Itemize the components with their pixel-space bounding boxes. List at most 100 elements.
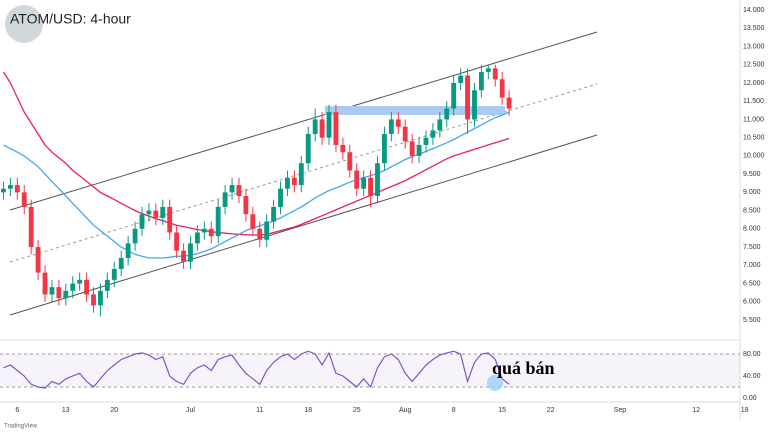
candle-body bbox=[35, 247, 41, 273]
y-tick-label: 10.500 bbox=[743, 134, 765, 141]
candle-body bbox=[49, 287, 55, 295]
candle-body bbox=[56, 287, 62, 299]
candle-body bbox=[70, 283, 76, 291]
candle-body bbox=[430, 130, 436, 138]
candle-body bbox=[340, 144, 346, 153]
candle-body bbox=[264, 221, 270, 240]
candle-body bbox=[361, 177, 367, 189]
candle-body bbox=[472, 90, 477, 120]
candle-body bbox=[257, 228, 263, 240]
candle-body bbox=[333, 112, 339, 145]
candle-body bbox=[347, 152, 353, 171]
candle-body bbox=[402, 126, 408, 142]
rsi-panel: 0.00 40.00 80.00 bbox=[0, 350, 761, 402]
x-tick-label: Aug bbox=[399, 407, 412, 414]
candle-body bbox=[388, 119, 394, 134]
candle-body bbox=[98, 290, 103, 306]
candle-body bbox=[28, 206, 34, 248]
x-tick-label: 13 bbox=[62, 407, 70, 414]
candle-body bbox=[485, 68, 491, 72]
candle-body bbox=[478, 72, 484, 91]
x-tick-label: 22 bbox=[547, 407, 555, 414]
candle-body bbox=[395, 119, 401, 127]
annotation: quá bán bbox=[492, 358, 555, 378]
y-tick-label: 7.000 bbox=[743, 262, 761, 269]
candle-body bbox=[312, 119, 318, 134]
rsi-line bbox=[3, 350, 510, 389]
x-tick-label: 6 bbox=[15, 407, 19, 414]
candle-body bbox=[285, 177, 290, 189]
candle-body bbox=[77, 279, 83, 284]
candle-body bbox=[229, 185, 235, 193]
logo bbox=[5, 5, 43, 43]
y-tick-label: 6.000 bbox=[743, 299, 761, 306]
candle-body bbox=[201, 228, 207, 233]
candle-body bbox=[250, 214, 256, 229]
moving-average bbox=[3, 111, 510, 259]
candle-body bbox=[174, 232, 180, 251]
candle-body bbox=[368, 177, 373, 196]
y-tick-label: 13.500 bbox=[743, 25, 765, 32]
candle-body bbox=[146, 210, 152, 215]
resistance-zone bbox=[325, 106, 505, 115]
chart-title: ATOM/USD: 4-hour bbox=[10, 11, 131, 27]
candle-body bbox=[153, 210, 159, 218]
candle-body bbox=[160, 206, 166, 218]
candle-body bbox=[375, 163, 380, 196]
candle-body bbox=[499, 79, 505, 98]
x-tick-label: 20 bbox=[110, 407, 118, 414]
candle-body bbox=[451, 82, 457, 109]
candle-body bbox=[444, 108, 450, 120]
candle-body bbox=[409, 141, 415, 156]
candle-body bbox=[492, 68, 498, 80]
y-tick-label: 14.000 bbox=[743, 7, 765, 14]
candle-body bbox=[382, 134, 387, 164]
x-tick-label: Jul bbox=[186, 407, 195, 414]
candle-body bbox=[181, 250, 186, 262]
candle-body bbox=[354, 170, 360, 189]
candle-body bbox=[243, 196, 249, 215]
candle-body bbox=[208, 228, 214, 237]
candle-body bbox=[167, 206, 173, 233]
candle-body bbox=[132, 228, 138, 244]
candle-body bbox=[465, 75, 470, 120]
candle-body bbox=[458, 75, 464, 83]
x-tick-label: 8 bbox=[452, 407, 456, 414]
oversold-highlight bbox=[487, 375, 503, 391]
y-tick-label: 5.500 bbox=[743, 317, 761, 324]
candle-body bbox=[14, 185, 20, 193]
candle-body bbox=[506, 97, 512, 109]
y-tick-label: 80.00 bbox=[743, 351, 761, 358]
candle-body bbox=[423, 137, 429, 145]
candle-body bbox=[84, 279, 90, 295]
candle-body bbox=[104, 279, 110, 291]
y-tick-label: 12.000 bbox=[743, 80, 765, 87]
candle-body bbox=[194, 232, 200, 244]
brand: TradingView bbox=[4, 424, 38, 430]
candle-body bbox=[298, 163, 304, 186]
candle-body bbox=[326, 112, 332, 138]
candle-body bbox=[63, 290, 69, 299]
y-tick-label: 12.500 bbox=[743, 62, 765, 69]
candle-body bbox=[222, 192, 228, 207]
candle-body bbox=[139, 214, 145, 229]
candle-body bbox=[416, 144, 422, 156]
y-tick-label: 7.500 bbox=[743, 244, 761, 251]
x-tick-label: 12 bbox=[692, 407, 700, 414]
candle-body bbox=[42, 272, 48, 295]
y-tick-label: 9.500 bbox=[743, 171, 761, 178]
candle-body bbox=[215, 206, 221, 237]
candle-body bbox=[1, 188, 6, 193]
x-tick-label: 18 bbox=[304, 407, 312, 414]
x-tick-label: Sep bbox=[614, 407, 627, 414]
x-tick-label: 15 bbox=[498, 407, 506, 414]
candle-body bbox=[236, 185, 242, 196]
y-tick-label: 40.00 bbox=[743, 373, 761, 380]
candle-body bbox=[188, 243, 193, 262]
y-tick-label: 11.000 bbox=[743, 116, 764, 123]
level-band bbox=[0, 354, 740, 387]
x-tick-label: 25 bbox=[353, 407, 361, 414]
y-tick-label: 8.000 bbox=[743, 226, 761, 233]
y-tick-label: 0.00 bbox=[743, 395, 757, 402]
y-tick-label: 10.000 bbox=[743, 153, 765, 160]
